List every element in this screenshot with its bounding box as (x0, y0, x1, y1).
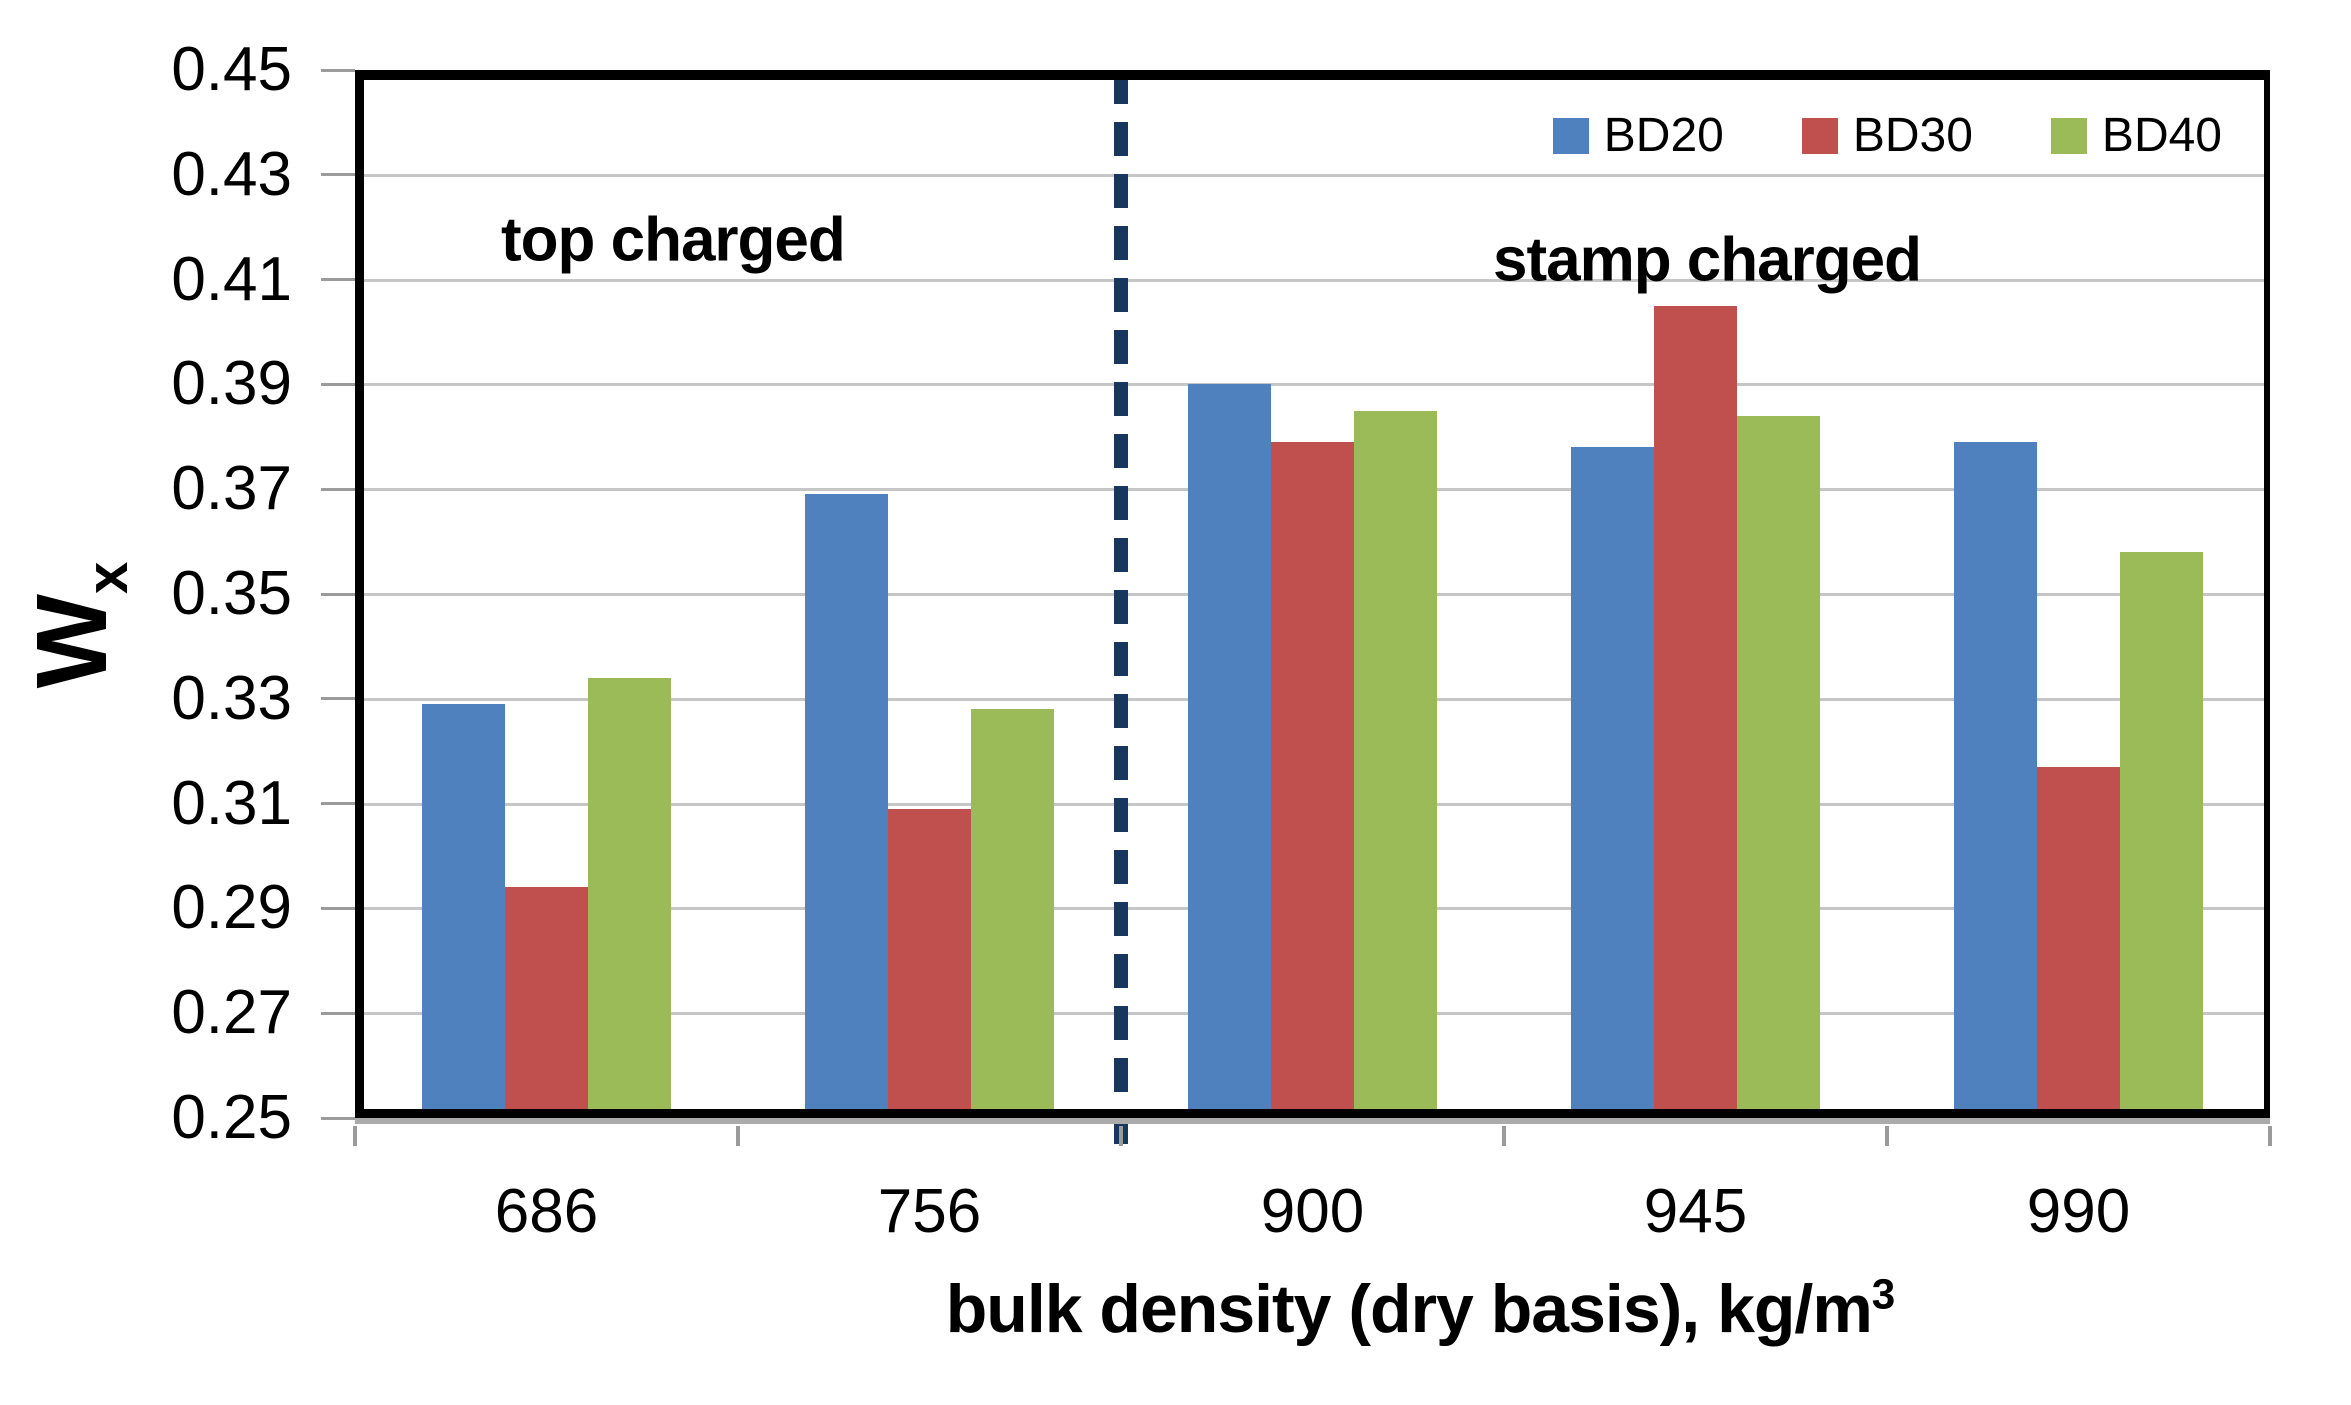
y-tick-label-0.43: 0.43 (171, 139, 292, 209)
y-tick-mark-0.39 (321, 382, 355, 386)
y-tick-label-0.27: 0.27 (171, 978, 292, 1048)
dashed-divider-line (1114, 70, 1128, 1158)
y-tick-mark-0.43 (321, 173, 355, 177)
bar-BD30-756 (887, 808, 971, 1118)
y-tick-label-0.35: 0.35 (171, 559, 292, 628)
legend-swatch-bd30 (1801, 117, 1838, 154)
annotation-top-charged: top charged (500, 205, 846, 275)
plot-border-right (2264, 70, 2270, 1118)
y-tick-mark-0.33 (321, 697, 355, 701)
y-tick-mark-0.25 (321, 1116, 355, 1120)
legend-label-bd40: BD40 (2101, 109, 2222, 162)
y-tick-label-0.25: 0.25 (171, 1083, 292, 1152)
bar-BD40-990 (2119, 552, 2203, 1118)
y-tick-mark-0.37 (321, 487, 355, 491)
gridline-0.39 (355, 383, 2270, 387)
legend-label-bd20: BD20 (1603, 109, 1724, 162)
legend-label-bd30: BD30 (1852, 109, 1973, 162)
bar-BD40-900 (1353, 410, 1437, 1118)
x-tick-label-686: 686 (494, 1177, 599, 1246)
y-tick-mark-0.31 (321, 802, 355, 806)
bar-BD20-990 (1954, 442, 2037, 1118)
x-tick-mark-4 (1885, 1126, 1889, 1146)
x-tick-mark-3 (1502, 1126, 1506, 1146)
bar-BD40-756 (970, 709, 1054, 1118)
y-tick-label-0.37: 0.37 (171, 454, 292, 524)
plot-area: top charged stamp charged BD20 BD30 BD40 (355, 70, 2270, 1158)
x-axis-title-text: bulk density (dry basis), kg/m (945, 1271, 1873, 1347)
y-tick-mark-0.27 (321, 1011, 355, 1015)
bar-BD40-686 (587, 677, 671, 1118)
y-tick-label-0.41: 0.41 (171, 244, 292, 314)
x-tick-mark-1 (736, 1126, 740, 1146)
bar-BD30-900 (1270, 442, 1354, 1118)
x-tick-label-900: 900 (1260, 1177, 1365, 1246)
y-tick-mark-0.45 (321, 68, 355, 72)
bar-BD20-686 (422, 704, 505, 1118)
legend-item-bd30: BD30 (1801, 108, 1973, 163)
bar-BD40-945 (1736, 415, 1820, 1118)
gridline-0.41 (355, 278, 2270, 282)
y-tick-mark-0.41 (321, 278, 355, 282)
x-axis-line (355, 1109, 2270, 1118)
x-tick-mark-2 (1119, 1126, 1123, 1146)
y-tick-label-0.45: 0.45 (171, 35, 292, 104)
bar-BD20-900 (1188, 384, 1271, 1118)
legend-swatch-bd40 (2050, 117, 2087, 154)
annotation-stamp-charged: stamp charged (1492, 225, 1922, 295)
y-axis-line (355, 70, 364, 1118)
x-tick-label-990: 990 (2026, 1177, 2131, 1246)
y-tick-mark-0.29 (321, 906, 355, 910)
y-tick-label-0.39: 0.39 (171, 349, 292, 419)
x-tick-label-756: 756 (877, 1177, 982, 1246)
bar-BD30-945 (1653, 305, 1737, 1118)
x-tick-mark-5 (2268, 1126, 2272, 1146)
x-tick-mark-0 (353, 1126, 357, 1146)
y-tick-label-0.29: 0.29 (171, 873, 292, 943)
y-tick-label-0.33: 0.33 (171, 663, 292, 733)
x-axis-title: bulk density (dry basis), kg/m3 (945, 1270, 1896, 1348)
bar-BD20-756 (805, 494, 888, 1118)
x-axis-shadow (355, 1118, 2270, 1124)
bar-BD20-945 (1571, 447, 1654, 1118)
bar-BD30-686 (504, 887, 588, 1118)
y-tick-mark-0.35 (321, 592, 355, 596)
bar-BD30-990 (2036, 766, 2120, 1118)
x-tick-label-945: 945 (1643, 1177, 1748, 1246)
y-tick-label-0.31: 0.31 (171, 768, 292, 838)
legend: BD20 BD30 BD40 (1552, 108, 2222, 163)
gridline-0.43 (355, 173, 2270, 177)
plot-border-top (355, 70, 2270, 80)
legend-swatch-bd20 (1552, 117, 1589, 154)
legend-item-bd40: BD40 (2050, 108, 2222, 163)
legend-item-bd20: BD20 (1552, 108, 1724, 163)
x-axis-title-superscript: 3 (1871, 1270, 1895, 1318)
